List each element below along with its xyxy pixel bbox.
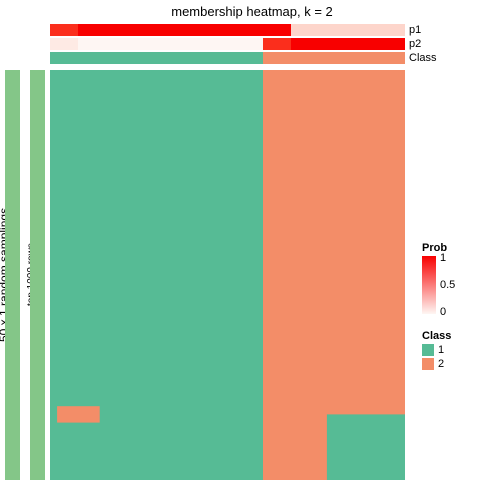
main-heatmap [50,70,405,480]
legend-item-label: 2 [438,358,444,370]
legend-item-label: 1 [438,344,444,356]
anno-label-class: Class [409,52,437,64]
anno-segment [78,24,263,36]
legend-class-item: 1 [422,344,451,356]
prob-tick: 1 [440,252,455,264]
chart-title: membership heatmap, k = 2 [0,4,504,19]
prob-ticks: 10.50 [440,252,455,318]
anno-segment [78,38,263,50]
anno-segment [50,38,78,50]
anno-segment [50,52,263,64]
anno-row-class [50,52,405,64]
anno-row-p2 [50,38,405,50]
prob-tick: 0 [440,306,455,318]
prob-tick: 0.5 [440,279,455,291]
prob-gradient [422,256,436,314]
anno-label-p2: p2 [409,38,421,50]
anno-segment [291,38,405,50]
anno-segment [263,52,405,64]
anno-segment [263,24,291,36]
anno-row-p1 [50,24,405,36]
legend-swatch [422,344,434,356]
side-bar-inner [30,70,45,480]
anno-segment [291,24,405,36]
legend-swatch [422,358,434,370]
legend-prob: Prob 10.50 [422,242,447,314]
legend-class-item: 2 [422,358,451,370]
anno-segment [50,24,78,36]
side-bar-outer [5,70,20,480]
anno-segment [263,38,291,50]
legend-class-title: Class [422,330,451,342]
anno-label-p1: p1 [409,24,421,36]
legend-class: Class 1 2 [422,330,451,370]
